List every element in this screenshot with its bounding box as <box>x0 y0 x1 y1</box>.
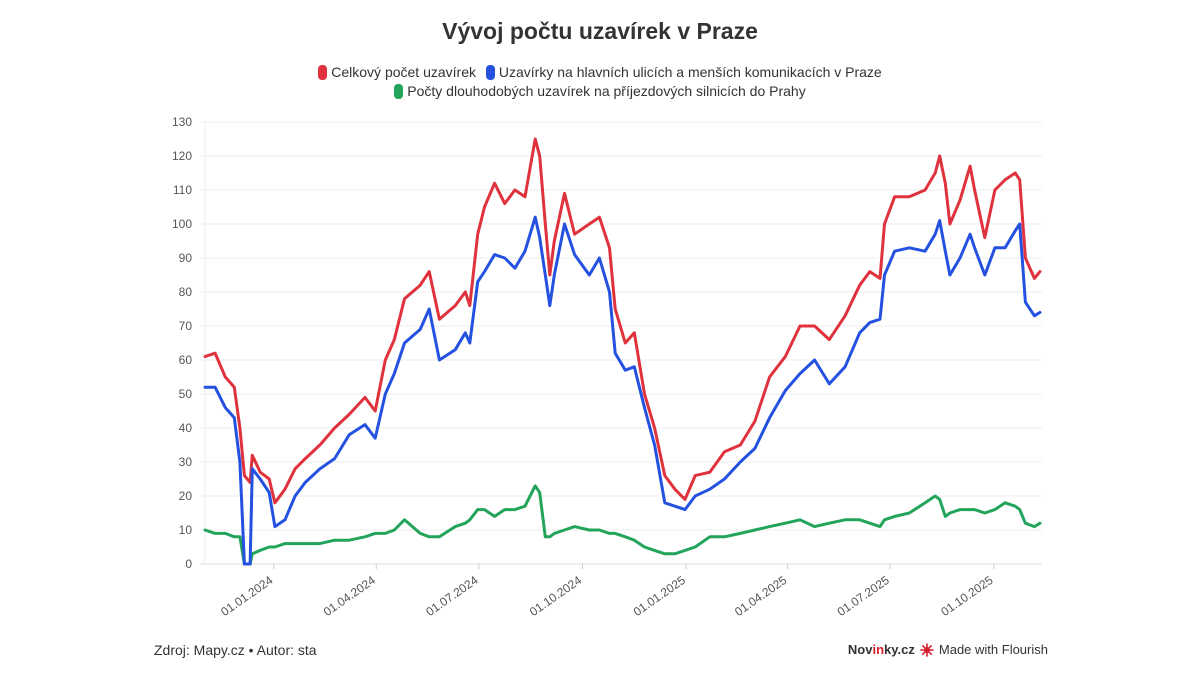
legend-label: Celkový počet uzavírek <box>331 64 476 80</box>
legend-swatch-blue <box>485 64 495 80</box>
x-tick-label: 01.04.2024 <box>321 573 378 619</box>
footer-branding: Novinky.cz Made with Flourish <box>848 642 1048 657</box>
flourish-icon <box>920 642 934 657</box>
x-tick-label: 01.01.2025 <box>631 573 688 619</box>
y-tick-label: 130 <box>172 115 192 129</box>
made-with-flourish-link[interactable]: Made with Flourish <box>938 642 1048 657</box>
x-tick-label: 01.10.2024 <box>527 573 584 619</box>
legend-label: Uzavírky na hlavních ulicích a menších k… <box>498 64 882 80</box>
series-line-1 <box>203 215 1042 566</box>
legend-swatch-green <box>394 83 404 99</box>
x-tick-label: 01.07.2024 <box>423 573 480 619</box>
x-tick-label: 01.04.2025 <box>732 573 789 619</box>
x-tick-label: 01.01.2024 <box>218 573 275 619</box>
y-tick-label: 80 <box>179 285 193 299</box>
y-tick-label: 100 <box>172 217 192 231</box>
series-line-2 <box>203 484 1042 566</box>
y-tick-label: 40 <box>179 421 193 435</box>
legend-item-main-streets[interactable]: Uzavírky na hlavních ulicích a menších k… <box>485 64 882 80</box>
y-tick-label: 70 <box>179 319 193 333</box>
legend-item-long-term[interactable]: Počty dlouhodobých uzavírek na příjezdov… <box>394 83 806 99</box>
y-tick-label: 110 <box>173 183 192 197</box>
legend-swatch-red <box>318 64 328 80</box>
source-credit: Zdroj: Mapy.cz • Autor: sta <box>154 642 317 658</box>
y-tick-label: 50 <box>179 387 193 401</box>
y-tick-label: 90 <box>179 251 193 265</box>
line-chart: 0 10 20 30 40 50 60 70 80 90 100 110 120 130 01.01.202… <box>172 115 1042 619</box>
chart-title: Vývoj počtu uzavírek v Praze <box>442 18 758 44</box>
legend-label: Počty dlouhodobých uzavírek na příjezdov… <box>407 83 806 99</box>
x-tick-label: 01.10.2025 <box>938 573 995 619</box>
series-line-0 <box>203 137 1042 505</box>
legend-row-2: Počty dlouhodobých uzavírek na příjezdov… <box>0 83 1200 102</box>
y-tick-label: 10 <box>179 523 193 537</box>
y-tick-label: 120 <box>172 149 192 163</box>
novinky-logo[interactable]: Novinky.cz <box>847 642 915 657</box>
y-tick-label: 20 <box>179 489 193 503</box>
y-tick-label: 0 <box>185 557 192 571</box>
legend-item-total[interactable]: Celkový počet uzavírek <box>318 64 476 80</box>
legend-row-1: Celkový počet uzavírek Uzavírky na hlavn… <box>0 64 1200 83</box>
x-tick-label: 01.07.2025 <box>835 573 892 619</box>
y-tick-label: 30 <box>179 455 193 469</box>
y-tick-label: 60 <box>179 353 193 367</box>
